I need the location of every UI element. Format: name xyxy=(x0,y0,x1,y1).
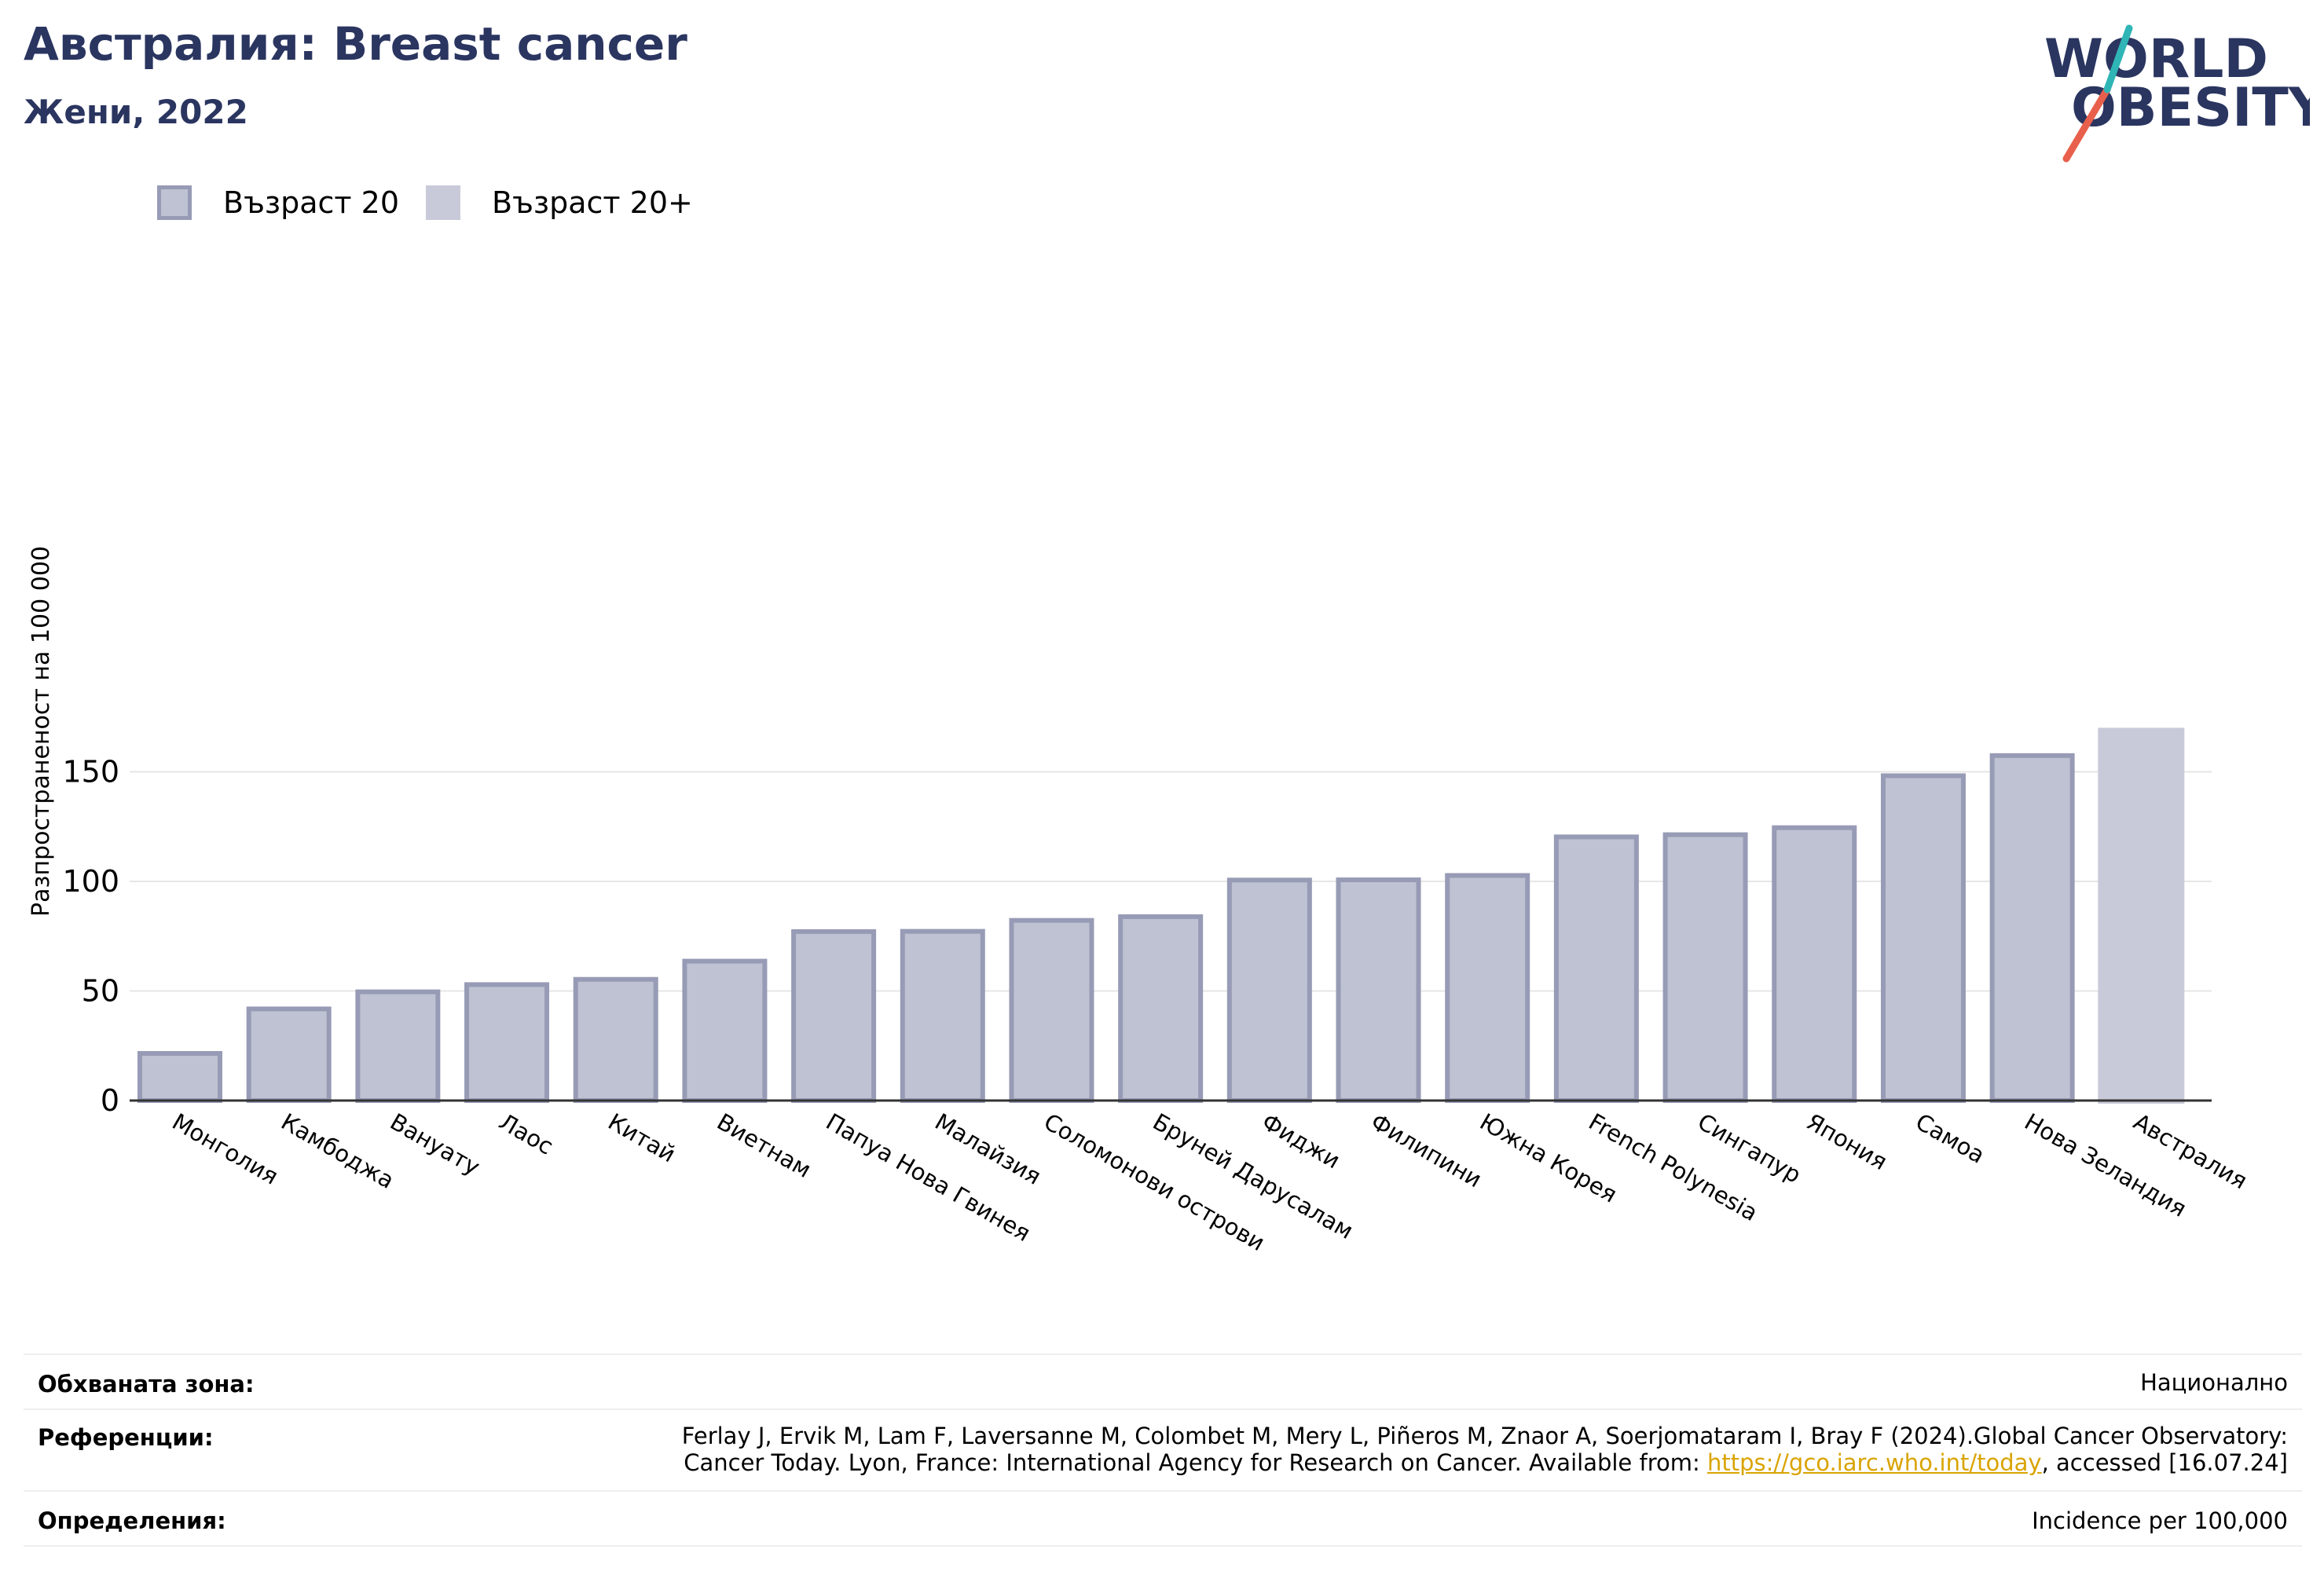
logo-text-world: WORLD xyxy=(2044,28,2268,90)
footer-row-coverage: Обхваната зона: Национално xyxy=(24,1353,2302,1408)
bar[interactable] xyxy=(1445,873,1530,1104)
references-line-2-suffix: , accessed [16.07.24] xyxy=(2041,1449,2288,1476)
legend-swatch-age-20-plus xyxy=(426,185,460,220)
x-tick-label: Самоа xyxy=(1911,1108,1989,1169)
y-tick-label: 100 xyxy=(62,864,119,899)
logo-slash-teal-icon xyxy=(2103,24,2133,93)
y-axis-title: Разпространеност на 100 000 xyxy=(27,546,55,917)
y-tick-label: 0 xyxy=(101,1083,119,1118)
bar[interactable] xyxy=(682,958,768,1104)
coverage-value: Национално xyxy=(2140,1369,2288,1396)
x-tick-label: Лаос xyxy=(495,1108,558,1160)
x-tick-label: Виетнам xyxy=(713,1108,816,1183)
bar[interactable] xyxy=(1553,834,1639,1104)
references-value: Ferlay J, Ervik M, Lam F, Laversanne M, … xyxy=(682,1423,2288,1476)
bar[interactable] xyxy=(573,976,658,1104)
references-line-2-prefix: Cancer Today. Lyon, France: Internationa… xyxy=(684,1449,1707,1476)
x-tick-label: Китай xyxy=(603,1108,680,1168)
bar[interactable] xyxy=(246,1006,332,1104)
x-tick-label: Филипини xyxy=(1366,1108,1486,1193)
bar[interactable] xyxy=(137,1051,222,1104)
y-axis-ticks: 0 50 100 150 xyxy=(62,755,119,1119)
chart-bars xyxy=(137,727,2185,1104)
bar[interactable] xyxy=(791,929,877,1103)
chart-subtitle: Жени, 2022 xyxy=(24,93,248,131)
bar[interactable] xyxy=(1336,877,1421,1103)
x-tick-label: Фиджи xyxy=(1257,1108,1344,1174)
chart-footer: Обхваната зона: Национално Референции: F… xyxy=(24,1353,2302,1547)
bar[interactable] xyxy=(1772,825,1857,1104)
legend-item-age-20[interactable]: Възраст 20 xyxy=(157,185,399,220)
references-label: Референции: xyxy=(38,1424,214,1451)
bar[interactable] xyxy=(900,929,985,1104)
legend-swatch-age-20 xyxy=(157,185,192,220)
y-tick-label: 150 xyxy=(62,755,119,789)
footer-row-references: Референции: Ferlay J, Ervik M, Lam F, La… xyxy=(24,1408,2302,1490)
footer-row-definitions: Определения: Incidence per 100,000 xyxy=(24,1490,2302,1547)
definitions-label: Определения: xyxy=(38,1507,226,1534)
bar[interactable] xyxy=(1226,877,1312,1104)
x-tick-label: Папуа Нова Гвинея xyxy=(822,1108,1036,1247)
references-line-1: Ferlay J, Ervik M, Lam F, Laversanne M, … xyxy=(681,1423,2288,1449)
y-tick-label: 50 xyxy=(82,974,119,1009)
x-tick-label: Монголия xyxy=(168,1108,283,1190)
world-obesity-logo: WORLD OBESITY xyxy=(2044,24,2310,163)
chart-legend: Възраст 20 Възраст 20+ xyxy=(157,182,720,223)
definitions-value: Incidence per 100,000 xyxy=(2032,1507,2288,1534)
x-tick-label: Камбоджа xyxy=(277,1108,398,1194)
bar[interactable] xyxy=(355,989,441,1103)
bar[interactable] xyxy=(1989,753,2075,1103)
bar[interactable] xyxy=(1009,918,1094,1103)
bar[interactable] xyxy=(1880,773,1966,1103)
bar-highlight[interactable] xyxy=(2098,727,2185,1104)
bar[interactable] xyxy=(1662,832,1748,1103)
coverage-label: Обхваната зона: xyxy=(38,1371,255,1397)
logo-slash-red-icon xyxy=(2062,86,2111,163)
legend-label-age-20-plus: Възраст 20+ xyxy=(492,185,693,220)
legend-label-age-20: Възраст 20 xyxy=(223,185,399,220)
bar[interactable] xyxy=(464,982,550,1104)
chart-title: Австралия: Breast cancer xyxy=(24,17,687,71)
references-line-2: Cancer Today. Lyon, France: Internationa… xyxy=(682,1449,2288,1476)
x-tick-label: Вануату xyxy=(386,1108,485,1181)
references-link[interactable]: https://gco.iarc.who.int/today xyxy=(1706,1449,2042,1476)
bar[interactable] xyxy=(1118,914,1204,1103)
legend-item-age-20-plus[interactable]: Възраст 20+ xyxy=(426,185,693,220)
x-tick-label: Япония xyxy=(1802,1108,1892,1175)
